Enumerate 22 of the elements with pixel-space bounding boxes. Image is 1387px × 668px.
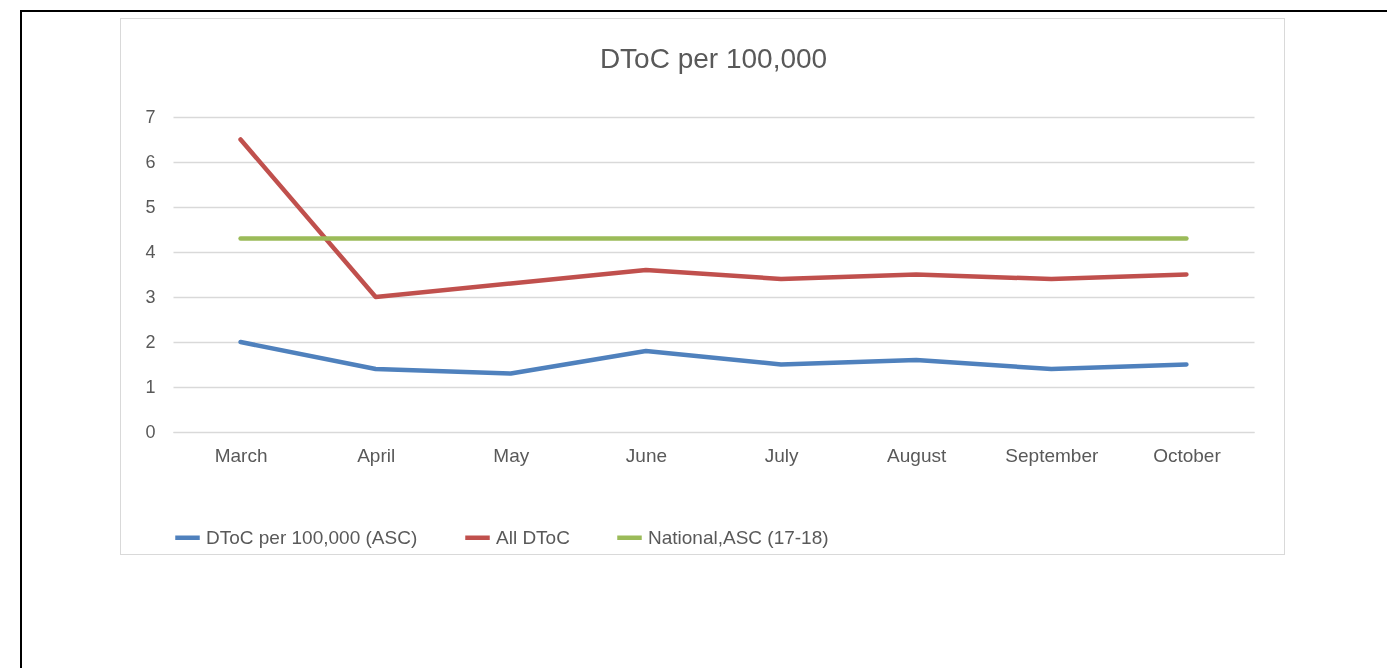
- legend-label: DToC per 100,000 (ASC): [206, 526, 418, 548]
- y-tick-label: 6: [145, 151, 156, 172]
- chart-title: DToC per 100,000: [599, 43, 828, 74]
- x-tick-label: July: [764, 444, 799, 466]
- y-tick-label: 3: [145, 286, 156, 307]
- y-tick-label: 0: [145, 421, 156, 442]
- line-series: [238, 137, 1189, 300]
- x-tick-label: May: [493, 444, 530, 466]
- x-tick-label: September: [1005, 444, 1099, 466]
- x-tick-label: June: [625, 444, 668, 466]
- legend-label: All DToC: [496, 526, 570, 548]
- y-tick-label: 1: [145, 376, 156, 397]
- y-tick-label: 2: [145, 331, 156, 352]
- x-tick-label: August: [887, 444, 947, 466]
- y-tick-label: 5: [145, 196, 156, 217]
- x-tick-label: March: [214, 444, 268, 466]
- y-tick-label: 7: [145, 106, 156, 127]
- y-tick-label: 4: [145, 241, 156, 262]
- x-tick-label: October: [1153, 444, 1222, 466]
- x-tick-label: April: [357, 444, 396, 466]
- line-series: [238, 339, 1189, 376]
- legend-label: National,ASC (17-18): [648, 526, 829, 548]
